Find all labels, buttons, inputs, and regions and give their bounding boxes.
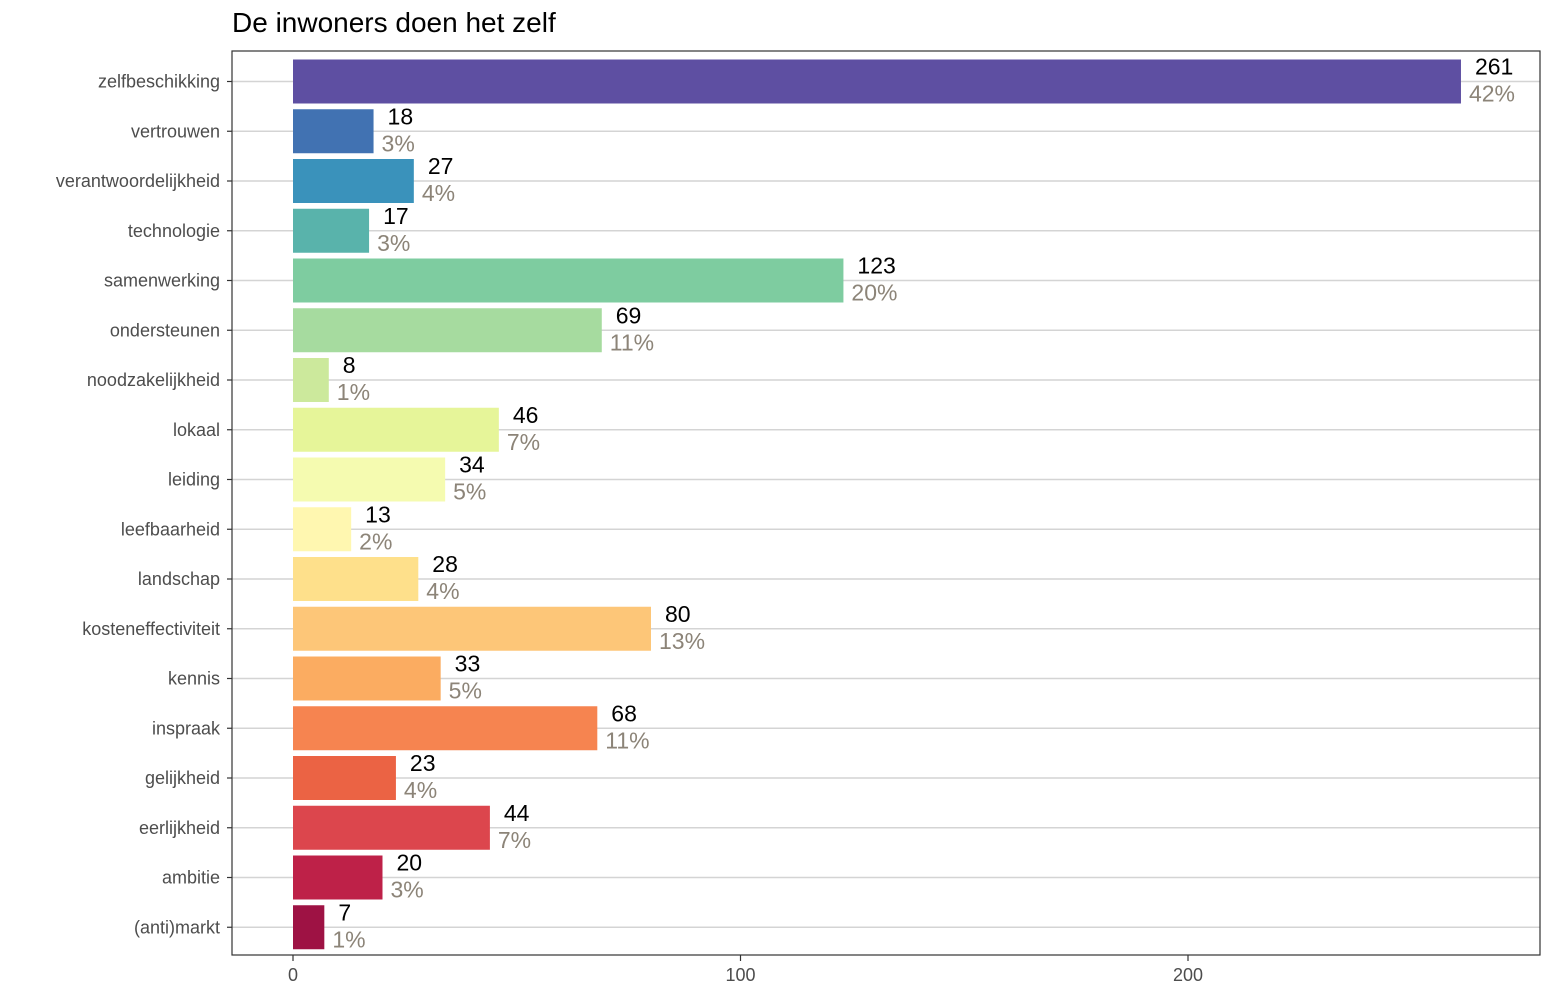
bar-ambitie (293, 855, 383, 900)
value-label: 123 (857, 253, 895, 279)
y-tick-label: kosteneffectiviteit (82, 619, 220, 639)
percent-label: 2% (359, 528, 392, 554)
percent-label: 7% (498, 827, 531, 853)
percent-label: 20% (851, 280, 897, 306)
bar-anti-markt (293, 905, 325, 950)
bar-lokaal (293, 407, 499, 452)
percent-label: 11% (610, 329, 654, 355)
bar-labels: 26142%183%274%173%12320%6911%81%467%345%… (332, 54, 1515, 953)
axes: zelfbeschikking vertrouwen verantwoordelij… (56, 50, 1541, 983)
y-tick-label: gelijkheid (145, 768, 220, 788)
value-label: 261 (1475, 54, 1513, 80)
bars (293, 59, 1461, 950)
bar-kennis (293, 656, 441, 701)
value-label: 23 (410, 750, 436, 776)
y-tick-label: lokaal (173, 420, 220, 440)
y-tick-label: ambitie (162, 868, 220, 888)
y-tick-label: kennis (168, 669, 220, 689)
y-tick-label: ondersteunen (110, 320, 220, 340)
percent-label: 11% (605, 727, 649, 753)
percent-label: 4% (422, 180, 455, 206)
percent-label: 5% (453, 479, 486, 505)
bar-vertrouwen (293, 109, 374, 154)
percent-label: 4% (426, 578, 459, 604)
y-tick-label: noodzakelijkheid (87, 370, 220, 390)
y-tick-label: technologie (128, 221, 220, 241)
x-tick-label: 0 (288, 965, 298, 983)
value-label: 44 (504, 800, 530, 826)
y-tick-label: leiding (168, 470, 220, 490)
value-label: 68 (611, 700, 637, 726)
bar-inspraak (293, 706, 598, 751)
value-label: 80 (665, 601, 691, 627)
y-tick-label: inspraak (152, 718, 221, 738)
bar-eerlijkheid (293, 805, 490, 850)
value-label: 7 (338, 899, 351, 925)
bar-verantwoordelijkheid (293, 159, 414, 203)
bar-samenwerking (293, 258, 844, 303)
percent-label: 13% (659, 628, 705, 654)
y-tick-label: eerlijkheid (139, 818, 220, 838)
y-tick-label: verantwoordelijkheid (56, 171, 220, 191)
y-tick-label: landschap (138, 569, 220, 589)
y-tick-label: vertrouwen (131, 121, 220, 141)
percent-label: 7% (507, 429, 540, 455)
value-label: 18 (388, 103, 414, 129)
bar-landschap (293, 557, 419, 601)
bar-kosteneffectiviteit (293, 606, 651, 651)
percent-label: 5% (449, 678, 482, 704)
value-label: 20 (397, 850, 423, 876)
value-label: 8 (343, 352, 356, 378)
y-tick-label: zelfbeschikking (98, 72, 220, 92)
value-label: 46 (513, 402, 539, 428)
percent-label: 3% (382, 130, 415, 156)
chart-title: De inwoners doen het zelf (232, 7, 556, 38)
value-label: 27 (428, 153, 454, 179)
y-tick-label: (anti)markt (134, 917, 220, 937)
bar-leefbaarheid (293, 507, 352, 552)
bar-technologie (293, 208, 370, 253)
percent-label: 3% (391, 877, 424, 903)
percent-label: 1% (337, 379, 370, 405)
percent-label: 3% (377, 230, 410, 256)
value-label: 28 (432, 551, 458, 577)
value-label: 34 (459, 452, 485, 478)
percent-label: 4% (404, 777, 437, 803)
bar-gelijkheid (293, 756, 396, 800)
x-tick-label: 200 (1173, 965, 1203, 983)
y-tick-label: leefbaarheid (121, 519, 220, 539)
value-label: 17 (383, 203, 409, 229)
bar-ondersteunen (293, 308, 602, 353)
plot-panel-border (231, 50, 1541, 956)
bar-zelfbeschikking (293, 59, 1461, 104)
percent-label: 42% (1469, 81, 1515, 107)
value-label: 33 (455, 651, 481, 677)
y-tick-label: samenwerking (104, 271, 220, 291)
bar-noodzakelijkheid (293, 358, 329, 402)
bar-leiding (293, 457, 446, 502)
percent-label: 1% (332, 926, 365, 952)
value-label: 13 (365, 501, 391, 527)
x-tick-label: 100 (725, 965, 755, 983)
value-label: 69 (616, 302, 642, 328)
